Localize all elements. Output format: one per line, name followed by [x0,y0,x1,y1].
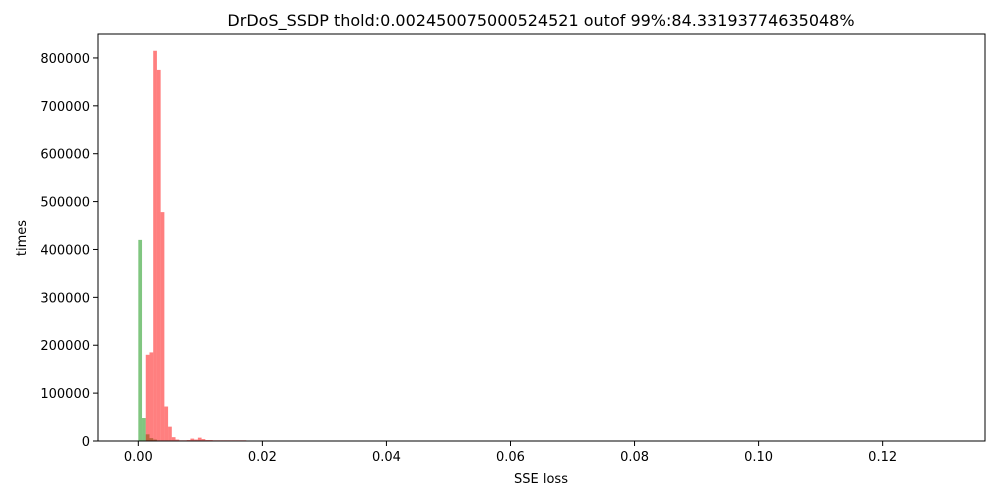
y-tick-label: 800000 [40,52,90,67]
y-tick-label: 0 [82,435,90,450]
histogram-bar-series-1-bin-0 [146,355,150,441]
histogram-bar-series-0-bin-0 [138,240,142,441]
histogram-bar-series-1-bin-6 [168,427,172,441]
y-tick-label: 400000 [40,243,90,258]
y-tick-label: 300000 [40,291,90,306]
histogram-bar-series-1-bin-2 [153,51,157,441]
y-tick-label: 600000 [40,148,90,163]
histogram-bar-series-0-bin-1 [142,418,146,441]
x-tick-label: 0.08 [620,450,649,465]
x-tick-label: 0.00 [124,450,153,465]
y-tick-label: 200000 [40,339,90,354]
y-tick-label: 100000 [40,387,90,402]
histogram-bar-series-1-bin-5 [164,407,168,441]
histogram-bar-series-1-bin-1 [149,352,153,441]
x-tick-label: 0.02 [248,450,277,465]
y-tick-label: 500000 [40,196,90,211]
histogram-bar-series-1-bin-7 [172,437,176,441]
y-tick-label: 700000 [40,100,90,115]
y-axis-label: times [15,220,30,256]
x-axis-label: SSE loss [514,472,568,487]
x-tick-label: 0.06 [496,450,525,465]
x-tick-label: 0.04 [372,450,401,465]
histogram-bar-series-1-bin-3 [157,70,161,441]
histogram-bar-series-1-bin-14 [198,438,202,441]
x-tick-label: 0.10 [744,450,773,465]
x-tick-label: 0.12 [868,450,897,465]
chart-title: DrDoS_SSDP thold:0.002450075000524521 ou… [227,11,854,31]
y-axis-ticks: 0 100000 200000 300000 400000 500000 600000 700… [40,52,98,450]
histogram-bar-series-1-bin-4 [161,212,165,441]
